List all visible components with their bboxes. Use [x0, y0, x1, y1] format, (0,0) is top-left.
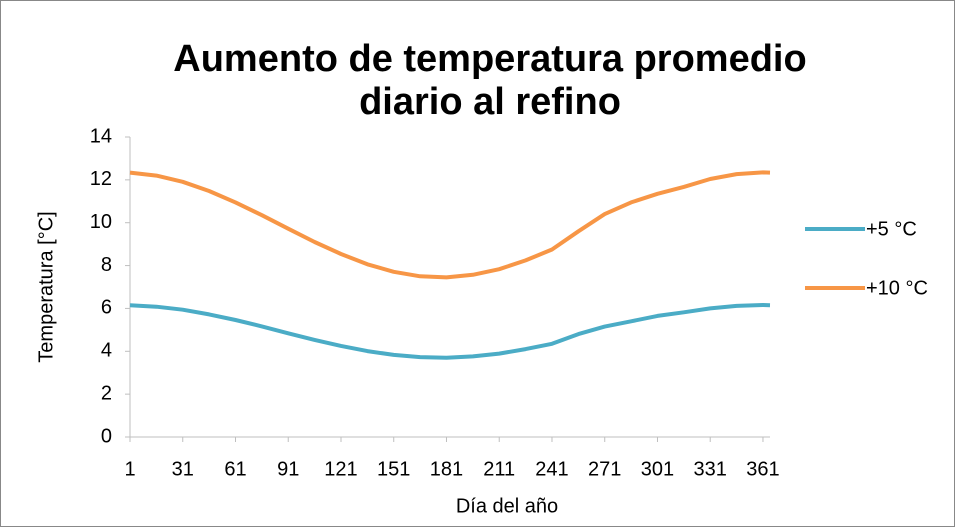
- x-tick-label: 211: [483, 458, 515, 480]
- y-tick-label: 0: [101, 425, 112, 447]
- y-tick-label: 14: [90, 125, 112, 147]
- x-tick-label: 331: [694, 458, 727, 480]
- x-tick-label: 151: [377, 458, 410, 480]
- x-tick-label: 241: [535, 458, 568, 480]
- legend-label: +10 °C: [866, 277, 928, 299]
- chart-title: Aumento de temperatura promedio diario a…: [173, 38, 807, 123]
- x-tick-label: 91: [277, 458, 299, 480]
- x-tick-label: 361: [746, 458, 779, 480]
- y-axis-label: Temperatura [°C]: [35, 211, 57, 362]
- y-tick-label: 2: [101, 382, 112, 404]
- x-tick-label: 301: [641, 458, 674, 480]
- y-tick-label: 6: [101, 297, 112, 319]
- x-tick-label: 121: [324, 458, 357, 480]
- series-line: [129, 170, 771, 280]
- x-tick-label: 1: [124, 458, 135, 480]
- x-tick-label: 181: [430, 458, 463, 480]
- y-tick-label: 4: [101, 340, 112, 362]
- x-tick-label: 61: [224, 458, 246, 480]
- x-tick-label: 31: [172, 458, 194, 480]
- y-tick-label: 10: [90, 211, 112, 233]
- x-axis-label: Día del año: [456, 495, 558, 517]
- x-tick-label: 271: [588, 458, 621, 480]
- y-tick-label: 8: [101, 254, 112, 276]
- y-tick-label: 12: [90, 168, 112, 190]
- legend-label: +5 °C: [866, 218, 917, 240]
- series-line: [129, 303, 771, 360]
